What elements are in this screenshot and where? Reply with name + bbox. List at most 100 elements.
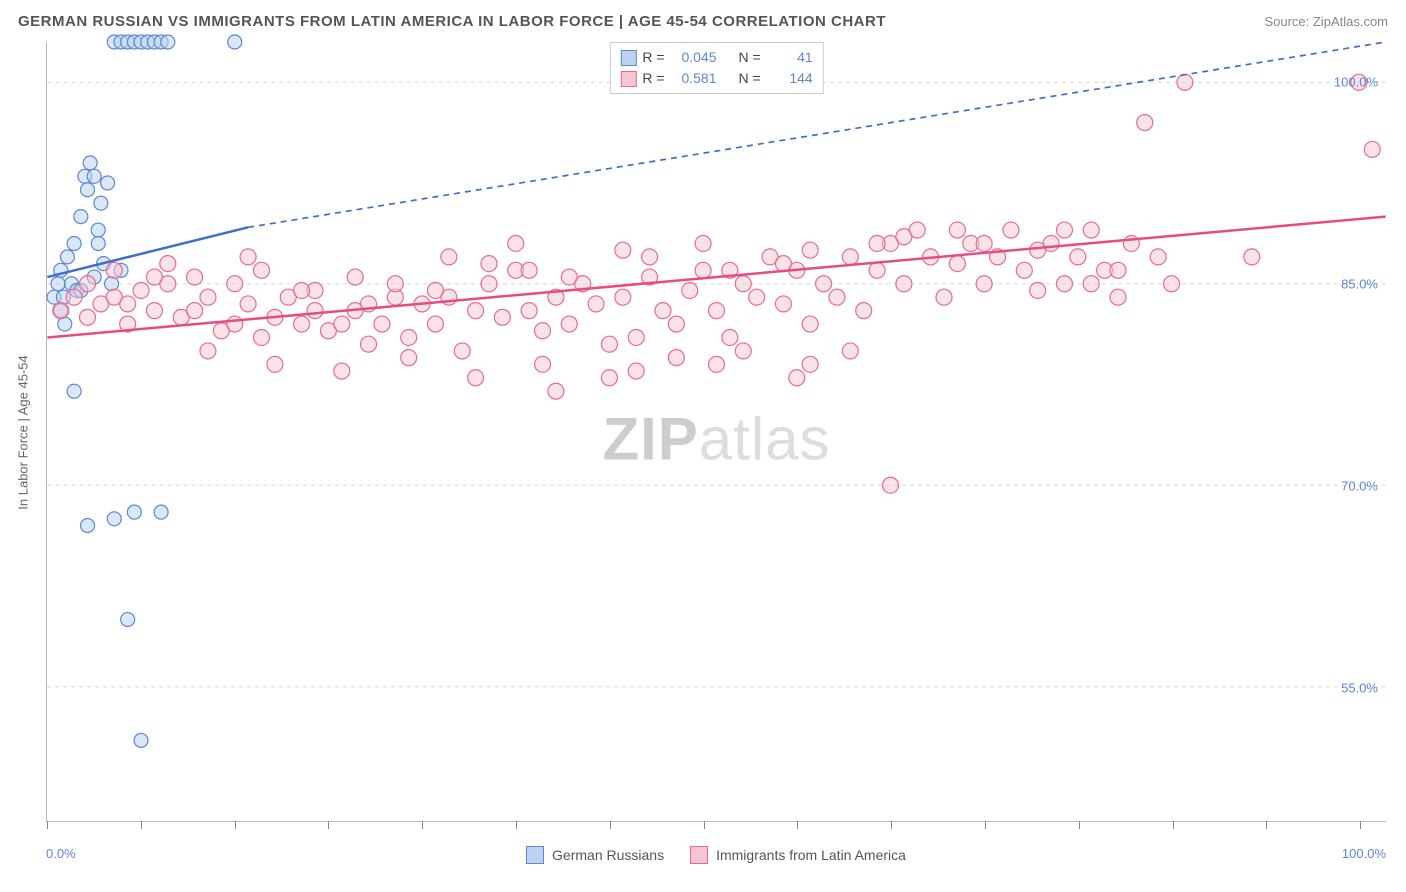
y-tick-label: 85.0% <box>1341 277 1378 292</box>
x-tick <box>1079 821 1080 829</box>
n-label: N = <box>739 68 761 89</box>
x-tick <box>1173 821 1174 829</box>
x-tick <box>1360 821 1361 829</box>
latin_america-point <box>561 269 577 285</box>
latin_america-point <box>709 356 725 372</box>
latin_america-point <box>588 296 604 312</box>
latin_america-point <box>508 235 524 251</box>
german_russians-point <box>94 196 108 210</box>
latin_america-point <box>294 316 310 332</box>
latin_america-point <box>601 370 617 386</box>
chart-svg <box>47 42 1386 821</box>
latin_america-point <box>535 356 551 372</box>
latin_america-point <box>387 276 403 292</box>
latin_america-point <box>869 235 885 251</box>
latin_america-point <box>775 256 791 272</box>
latin_america-point <box>735 343 751 359</box>
german_russians-point <box>107 512 121 526</box>
latin_america-point <box>253 262 269 278</box>
latin_america-point <box>601 336 617 352</box>
latin_america-point <box>66 289 82 305</box>
latin_america-point <box>334 363 350 379</box>
correlation-stats-box: R =0.045N =41R =0.581N =144 <box>609 42 823 94</box>
latin_america-point <box>896 276 912 292</box>
latin_america-point <box>976 276 992 292</box>
latin_america-point <box>949 222 965 238</box>
latin_america-point <box>267 356 283 372</box>
latin_america-point <box>628 329 644 345</box>
latin_america-point <box>494 309 510 325</box>
stats-swatch <box>620 71 636 87</box>
latin_america-point <box>535 323 551 339</box>
stats-row: R =0.045N =41 <box>620 47 812 68</box>
stats-row: R =0.581N =144 <box>620 68 812 89</box>
latin_america-point <box>722 329 738 345</box>
latin_america-point <box>227 276 243 292</box>
latin_america-point <box>1030 282 1046 298</box>
latin_america-point <box>1016 262 1032 278</box>
latin_america-point <box>294 282 310 298</box>
german_russians-point <box>154 505 168 519</box>
y-tick-label: 70.0% <box>1341 478 1378 493</box>
german_russians-point <box>121 613 135 627</box>
source-label: Source: ZipAtlas.com <box>1264 14 1388 29</box>
n-value: 41 <box>767 47 813 68</box>
german_russians-point <box>67 384 81 398</box>
legend-swatch <box>526 846 544 864</box>
latin_america-point <box>949 256 965 272</box>
x-tick <box>704 821 705 829</box>
latin_america-point <box>896 229 912 245</box>
latin_america-point <box>1083 276 1099 292</box>
latin_america-point <box>1110 289 1126 305</box>
latin_america-point <box>882 477 898 493</box>
legend: German Russians Immigrants from Latin Ame… <box>46 840 1386 870</box>
latin_america-point <box>307 303 323 319</box>
latin_america-point <box>401 329 417 345</box>
latin_america-point <box>120 296 136 312</box>
latin_america-point <box>802 242 818 258</box>
german_russians-point <box>81 519 95 533</box>
latin_america-point <box>829 289 845 305</box>
latin_america-point <box>1150 249 1166 265</box>
latin_america-point <box>146 303 162 319</box>
german_russians-point <box>67 236 81 250</box>
x-tick <box>422 821 423 829</box>
german_russians-point <box>105 277 119 291</box>
latin_america-point <box>682 282 698 298</box>
german_russians-point <box>91 223 105 237</box>
latin_america-point <box>468 370 484 386</box>
latin_america-point <box>1364 141 1380 157</box>
latin_america-point <box>401 350 417 366</box>
latin_america-point <box>802 356 818 372</box>
chart-title: GERMAN RUSSIAN VS IMMIGRANTS FROM LATIN … <box>18 13 886 30</box>
legend-item: Immigrants from Latin America <box>690 846 906 864</box>
latin_america-point <box>80 309 96 325</box>
latin_america-point <box>1030 242 1046 258</box>
latin_america-point <box>187 269 203 285</box>
x-tick <box>328 821 329 829</box>
latin_america-point <box>1110 262 1126 278</box>
german_russians-point <box>91 236 105 250</box>
latin_america-point <box>427 282 443 298</box>
latin_america-point <box>441 249 457 265</box>
latin_america-point <box>187 303 203 319</box>
latin_america-point <box>976 235 992 251</box>
latin_america-point <box>146 269 162 285</box>
latin_america-point <box>856 303 872 319</box>
latin_america-trendline <box>47 217 1385 338</box>
latin_america-point <box>361 336 377 352</box>
latin_america-point <box>561 316 577 332</box>
latin_america-point <box>374 316 390 332</box>
latin_america-point <box>334 316 350 332</box>
x-tick <box>141 821 142 829</box>
latin_america-point <box>240 296 256 312</box>
y-axis-label: In Labor Force | Age 45-54 <box>16 355 31 509</box>
german_russians-point <box>228 35 242 49</box>
german_russians-point <box>87 169 101 183</box>
legend-item: German Russians <box>526 846 664 864</box>
latin_america-point <box>160 256 176 272</box>
legend-label: Immigrants from Latin America <box>716 847 906 863</box>
latin_america-point <box>789 370 805 386</box>
x-tick <box>610 821 611 829</box>
latin_america-point <box>655 303 671 319</box>
